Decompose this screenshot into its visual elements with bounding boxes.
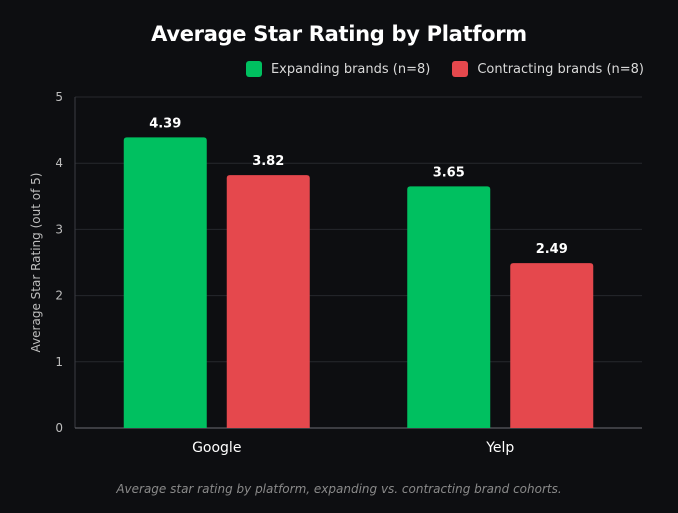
data-label: 2.49 xyxy=(536,242,568,257)
data-label: 3.82 xyxy=(252,154,284,169)
bar-contracting-google xyxy=(226,175,310,428)
chart-title: Average Star Rating by Platform xyxy=(151,22,527,46)
x-tick-label: Yelp xyxy=(485,440,514,456)
legend-item-contracting: Contracting brands (n=8) xyxy=(452,61,644,77)
legend-label-contracting: Contracting brands (n=8) xyxy=(477,61,644,77)
bar-contracting-yelp xyxy=(510,263,594,428)
y-axis-label: Average Star Rating (out of 5) xyxy=(29,173,43,353)
legend-item-expanding: Expanding brands (n=8) xyxy=(245,61,431,77)
y-tick-label: 4 xyxy=(55,156,63,170)
y-tick-label: 0 xyxy=(55,421,63,435)
chart-legend: Expanding brands (n=8) Contracting brand… xyxy=(245,61,644,77)
y-tick-label: 3 xyxy=(55,222,63,236)
y-tick-label: 2 xyxy=(55,289,63,303)
data-label: 4.39 xyxy=(149,116,181,131)
legend-label-expanding: Expanding brands (n=8) xyxy=(270,61,431,77)
x-tick-label: Google xyxy=(192,440,241,456)
chart-caption: Average star rating by platform, expandi… xyxy=(116,482,562,496)
bar-expanding-google xyxy=(123,137,207,428)
bar-expanding-yelp xyxy=(407,186,491,428)
legend-swatch-contracting xyxy=(452,61,469,77)
legend-swatch-expanding xyxy=(245,61,262,77)
data-label: 3.65 xyxy=(433,165,465,180)
y-tick-label: 1 xyxy=(55,355,63,369)
y-tick-label: 5 xyxy=(55,90,63,104)
